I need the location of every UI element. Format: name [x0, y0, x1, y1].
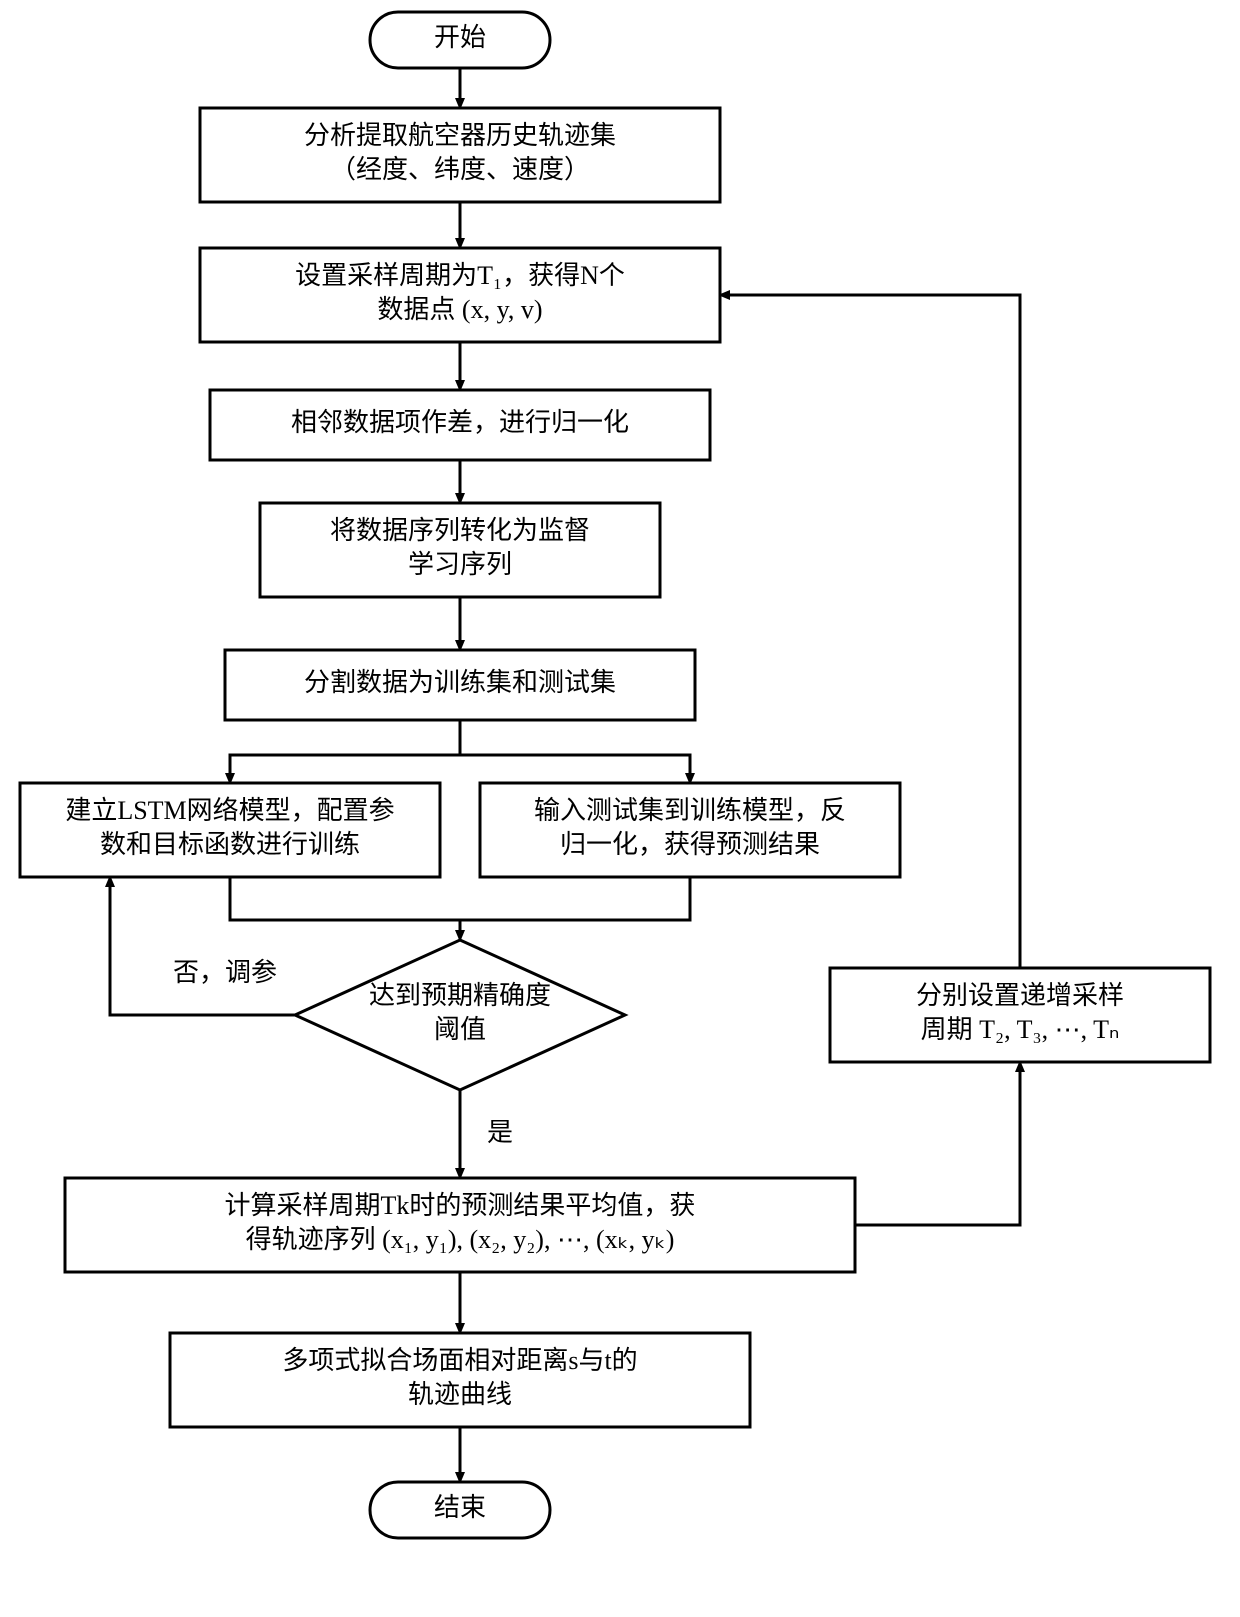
edge-split-n6R: [460, 755, 690, 783]
svg-text:学习序列: 学习序列: [408, 550, 512, 579]
svg-text:分析提取航空器历史轨迹集: 分析提取航空器历史轨迹集: [304, 121, 616, 150]
flowchart: 否，调参是 开始分析提取航空器历史轨迹集 （经度、纬度、速度） 设置采样周期为T₁，获…: [0, 0, 1240, 1617]
edge-label-dec-yes-n8: 是: [487, 1118, 513, 1147]
svg-text:分割数据为训练集和测试集: 分割数据为训练集和测试集: [304, 668, 616, 697]
svg-text:数据点 (x, y, v): 数据点 (x, y, v): [377, 295, 542, 324]
svg-text:达到预期精确度: 达到预期精确度: [369, 981, 551, 1010]
edge-split-n6L: [230, 755, 460, 783]
svg-text:周期 T₂, T₃, ⋯, Tₙ: 周期 T₂, T₃, ⋯, Tₙ: [921, 1015, 1120, 1044]
svg-text:轨迹曲线: 轨迹曲线: [408, 1380, 512, 1409]
edge-n8-right-n7R: [855, 1062, 1020, 1225]
svg-text:开始: 开始: [434, 23, 486, 52]
node-n6R: 输入测试集到训练模型，反归一化，获得预测结果: [480, 783, 900, 877]
svg-text:归一化，获得预测结果: 归一化，获得预测结果: [560, 830, 820, 859]
svg-text:得轨迹序列 (x₁, y₁), (x₂, y₂), ⋯, (: 得轨迹序列 (x₁, y₁), (x₂, y₂), ⋯, (xₖ, yₖ): [246, 1225, 675, 1254]
nodes-layer: 开始分析提取航空器历史轨迹集 （经度、纬度、速度） 设置采样周期为T₁，获得N个数据…: [20, 12, 1210, 1538]
svg-text:将数据序列转化为监督: 将数据序列转化为监督: [330, 516, 590, 545]
node-n2: 设置采样周期为T₁，获得N个数据点 (x, y, v): [200, 248, 720, 342]
svg-text:建立LSTM网络模型，配置参: 建立LSTM网络模型，配置参: [65, 796, 394, 825]
svg-text:输入测试集到训练模型，反: 输入测试集到训练模型，反: [534, 796, 846, 825]
node-end: 结束: [370, 1482, 550, 1538]
node-dec: 达到预期精确度阈值: [295, 940, 625, 1090]
node-n5: 分割数据为训练集和测试集: [225, 650, 695, 720]
node-n3: 相邻数据项作差，进行归一化: [210, 390, 710, 460]
svg-text:相邻数据项作差，进行归一化: 相邻数据项作差，进行归一化: [291, 408, 629, 437]
node-n6L: 建立LSTM网络模型，配置参数和目标函数进行训练: [20, 783, 440, 877]
edge-dec-no-n6L: [110, 877, 295, 1015]
svg-text:计算采样周期Tk时的预测结果平均值，获: 计算采样周期Tk时的预测结果平均值，获: [225, 1191, 696, 1220]
edge-n6L-merge: [230, 877, 460, 920]
svg-text:多项式拟合场面相对距离s与t的: 多项式拟合场面相对距离s与t的: [282, 1346, 637, 1375]
node-n7R: 分别设置递增采样周期 T₂, T₃, ⋯, Tₙ: [830, 968, 1210, 1062]
node-n4: 将数据序列转化为监督学习序列: [260, 503, 660, 597]
node-n1: 分析提取航空器历史轨迹集 （经度、纬度、速度）: [200, 108, 720, 202]
node-n9: 多项式拟合场面相对距离s与t的轨迹曲线: [170, 1333, 750, 1427]
edge-label-dec-no-n6L: 否，调参: [173, 958, 277, 987]
node-start: 开始: [370, 12, 550, 68]
svg-text:阈值: 阈值: [434, 1015, 486, 1044]
edge-n6R-merge: [460, 877, 690, 920]
svg-text:数和目标函数进行训练: 数和目标函数进行训练: [100, 830, 360, 859]
svg-text:设置采样周期为T₁，获得N个: 设置采样周期为T₁，获得N个: [295, 261, 625, 290]
svg-text:结束: 结束: [434, 1493, 486, 1522]
svg-text:分别设置递增采样: 分别设置递增采样: [916, 981, 1124, 1010]
svg-text:（经度、纬度、速度）: （经度、纬度、速度）: [330, 155, 590, 184]
node-n8: 计算采样周期Tk时的预测结果平均值，获得轨迹序列 (x₁, y₁), (x₂, …: [65, 1178, 855, 1272]
